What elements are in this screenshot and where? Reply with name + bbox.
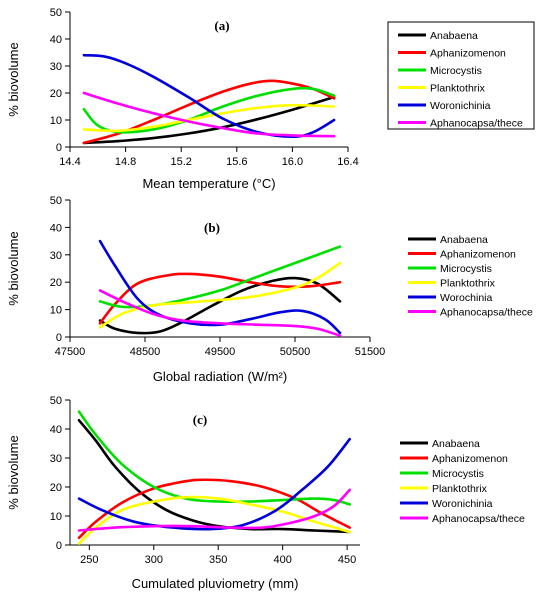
- legend-label: Aphanocapsa/thece: [432, 513, 525, 525]
- y-tick-label: 0: [56, 142, 62, 154]
- y-tick-label: 20: [50, 482, 62, 494]
- x-tick-label: 300: [145, 554, 163, 566]
- legend-label: Worochinia: [440, 292, 492, 304]
- legend-label: Anabaena: [430, 30, 478, 42]
- series-line-aphanizomenon: [82, 79, 336, 145]
- y-tick-label: 30: [50, 250, 62, 262]
- series-line-aphanocapsa-thece: [82, 91, 336, 138]
- series-line-microcystis: [77, 410, 351, 506]
- series-line-microcystis: [98, 245, 342, 309]
- legend-label: Aphanizomenon: [432, 453, 508, 465]
- legend-box: [387, 21, 535, 130]
- panel-tag: (a): [214, 18, 229, 33]
- y-axis-label: % biovolume: [6, 435, 21, 509]
- y-tick-label: 30: [50, 453, 62, 465]
- legend-label: Aphanocapsa/thece: [430, 118, 523, 130]
- x-tick-label: 16.0: [282, 156, 303, 168]
- x-tick-label: 400: [273, 554, 291, 566]
- y-tick-label: 30: [50, 61, 62, 73]
- y-tick-label: 20: [50, 88, 62, 100]
- y-tick-label: 40: [50, 34, 62, 46]
- y-axis-label: % biovolume: [6, 231, 21, 305]
- x-tick-label: 14.8: [115, 156, 136, 168]
- x-tick-label: 14.4: [59, 156, 80, 168]
- y-tick-label: 20: [50, 277, 62, 289]
- y-tick-label: 10: [50, 115, 62, 127]
- x-tick-label: 50500: [280, 346, 311, 358]
- x-tick-label: 350: [209, 554, 227, 566]
- series-line-aphanocapsa-thece: [98, 289, 342, 337]
- y-tick-label: 0: [56, 540, 62, 552]
- series-line-woronichinia: [77, 437, 351, 531]
- panel-tag: (b): [204, 220, 220, 235]
- x-tick-label: 15.2: [170, 156, 191, 168]
- y-tick-label: 50: [50, 395, 62, 407]
- legend-label: Anabaena: [440, 234, 488, 246]
- legend-label: Aphanizomenon: [440, 249, 516, 261]
- legend-label: Woronichinia: [432, 498, 493, 510]
- x-axis-label: Global radiation (W/m²): [153, 369, 287, 384]
- x-tick-label: 15.6: [226, 156, 247, 168]
- x-tick-label: 48500: [130, 346, 161, 358]
- x-axis-label: Cumulated pluviometry (mm): [132, 576, 299, 591]
- x-tick-label: 51500: [355, 346, 386, 358]
- legend: Anabaena Aphanizomenon Microcystis Planktot…: [400, 438, 525, 525]
- series-line-planktothrix: [82, 103, 336, 133]
- series-line-anabaena: [98, 276, 342, 335]
- y-tick-label: 50: [50, 7, 62, 19]
- y-tick-label: 40: [50, 222, 62, 234]
- y-tick-label: 40: [50, 424, 62, 436]
- y-tick-label: 10: [50, 305, 62, 317]
- legend-label: Woronichinia: [430, 100, 491, 112]
- x-tick-label: 47500: [55, 346, 86, 358]
- legend-label: Planktothrix: [430, 83, 486, 95]
- legend: Anabaena Aphanizomenon Microcystis Planktot…: [387, 21, 535, 130]
- y-tick-label: 50: [50, 195, 62, 207]
- chart-panel-1: 0 10 20 30 40 50 14.4 14.8 15.2 15.6 16.0 16.4 Mean …: [6, 7, 535, 191]
- series-line-worochinia: [98, 239, 342, 335]
- legend-label: Anabaena: [432, 438, 480, 450]
- legend: Anabaena Aphanizomenon Microcystis Planktot…: [408, 234, 533, 319]
- x-tick-label: 250: [80, 554, 98, 566]
- chart-panel-2: 0 10 20 30 40 50 47500 48500 49500 50500 51500 Glob…: [6, 195, 533, 384]
- x-tick-label: 49500: [205, 346, 236, 358]
- chart-panel-3: 0 10 20 30 40 50 250 300 350 400 450 Cumulated pluv…: [6, 395, 525, 591]
- y-axis-label: % biovolume: [6, 42, 21, 116]
- x-axis-label: Mean temperature (°C): [142, 176, 275, 191]
- legend-label: Planktothrix: [440, 278, 496, 290]
- series-line-aphanocapsa-thece: [77, 488, 351, 532]
- series-line-anabaena: [82, 95, 336, 145]
- y-tick-label: 10: [50, 511, 62, 523]
- series-line-aphanizomenon: [77, 478, 351, 540]
- y-tick-label: 0: [56, 332, 62, 344]
- legend-label: Microcystis: [440, 263, 492, 275]
- x-tick-label: 450: [338, 554, 356, 566]
- series-line-planktothrix: [77, 495, 351, 545]
- legend-label: Microcystis: [430, 65, 482, 77]
- legend-label: Planktothrix: [432, 483, 488, 495]
- legend-label: Aphanizomenon: [430, 48, 506, 60]
- legend-label: Microcystis: [432, 468, 484, 480]
- series-line-planktothrix: [98, 261, 342, 329]
- series-line-anabaena: [77, 419, 351, 534]
- panel-tag: (c): [193, 412, 207, 427]
- x-tick-label: 16.4: [337, 156, 358, 168]
- legend-label: Aphanocapsa/thece: [440, 307, 533, 319]
